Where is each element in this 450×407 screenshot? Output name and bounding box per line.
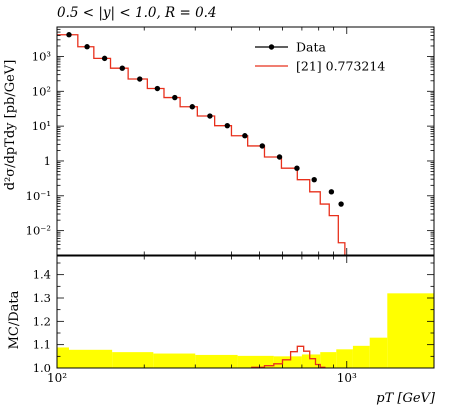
data-point	[259, 143, 265, 149]
y-tick-label: 10⁻²	[26, 224, 51, 238]
data-point	[189, 104, 195, 110]
x-tick-label: 10³	[337, 371, 357, 385]
mc-step-line	[57, 34, 346, 255]
y-tick-label: 10³	[32, 49, 52, 63]
data-point	[172, 94, 178, 101]
data-point	[328, 189, 335, 195]
ratio-band-bin	[237, 355, 274, 368]
data-point	[119, 65, 125, 71]
ratio-band-bin	[112, 352, 154, 368]
data-point	[224, 122, 231, 129]
main-y-axis-label: d²σ/dpTdy [pb/GeV]	[3, 60, 18, 191]
y-tick-label: 1	[44, 154, 51, 168]
chart-title: 0.5 < |y| < 1.0, R = 0.4	[57, 5, 217, 21]
ratio-mc-line	[251, 345, 326, 368]
ratio-y-tick-label: 1.4	[33, 268, 51, 282]
data-point	[154, 85, 161, 92]
ratio-band-bin	[195, 354, 238, 368]
ratio-y-tick-label: 1.3	[33, 291, 51, 305]
data-point	[338, 201, 344, 207]
x-tick-label: 10²	[47, 371, 67, 385]
ratio-band-bin	[352, 345, 370, 368]
ratio-band-bin	[273, 356, 302, 368]
data-point	[101, 55, 108, 62]
ratio-y-tick-label: 1.2	[33, 314, 51, 328]
main-panel: 10⁻² 10⁻¹ 1 10¹ 10² 10³ Data [21] 0.773214	[26, 26, 435, 256]
x-axis-label: pT [GeV]	[376, 391, 436, 406]
data-point	[242, 133, 248, 139]
ratio-plot-frame	[56, 255, 435, 369]
legend: Data [21] 0.773214	[255, 40, 385, 74]
ratio-y-axis-label: MC/Data	[7, 290, 22, 349]
ratio-band-bin	[57, 347, 69, 368]
ratio-y-tick-label: 1.1	[33, 338, 51, 352]
y-tick-label: 10¹	[32, 119, 51, 133]
ratio-band-bin	[369, 337, 388, 368]
ratio-band-bin	[153, 353, 196, 368]
ratio-band-bin	[320, 352, 337, 368]
ratio-band-bin	[336, 349, 353, 368]
data-point	[84, 44, 90, 50]
data-point	[311, 176, 317, 183]
data-point	[66, 32, 72, 38]
data-point	[207, 113, 213, 119]
data-point	[276, 154, 283, 160]
ratio-band-bin	[301, 354, 321, 368]
data-point	[294, 165, 300, 171]
data-point	[137, 76, 143, 82]
y-tick-label: 10⁻¹	[26, 189, 51, 203]
legend-data-marker	[268, 44, 275, 50]
ratio-panel: 10² 10³ 1.0 1.1 1.2 1.3 1.4	[33, 255, 435, 385]
ratio-band-bin	[387, 293, 434, 368]
legend-label: Data	[296, 40, 326, 55]
ratio-y-tick-label: 1.0	[33, 361, 51, 375]
ratio-band-bin	[68, 349, 113, 368]
legend-label: [21] 0.773214	[296, 59, 385, 74]
main-plot-frame	[56, 26, 435, 256]
y-tick-label: 10²	[32, 84, 51, 98]
